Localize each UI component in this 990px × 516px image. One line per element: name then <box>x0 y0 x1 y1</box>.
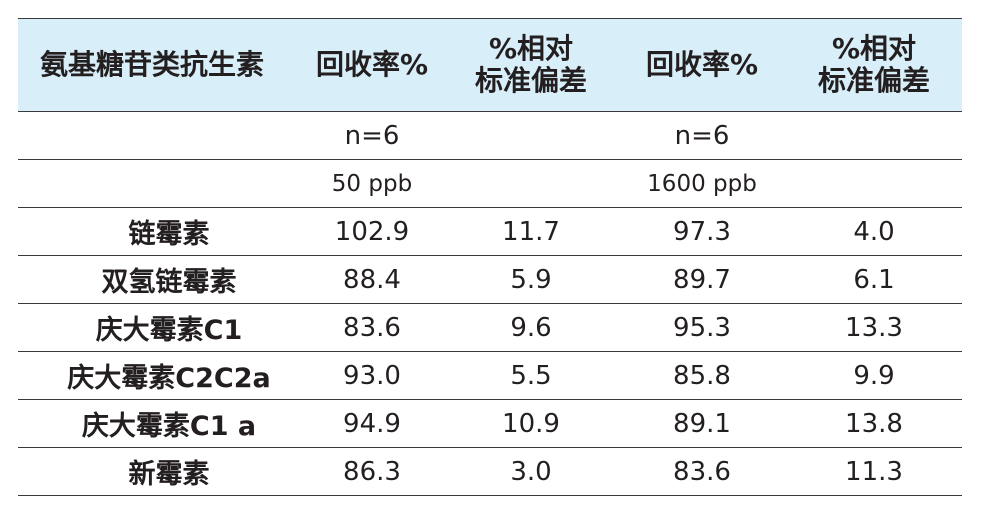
table-row: 链霉素 102.9 11.7 97.3 4.0 <box>18 207 962 256</box>
recovery-1600-value: 89.1 <box>618 399 786 448</box>
table-row: 新霉素 86.3 3.0 83.6 11.3 <box>18 447 962 496</box>
header-rsd-50-line1: %相对 <box>488 32 574 65</box>
rsd-1600-value: 4.0 <box>786 207 962 256</box>
recovery-table: 氨基糖苷类抗生素 回收率% %相对 标准偏差 回收率% %相对 标准偏差 n=6… <box>18 18 962 496</box>
recovery-50-value: 83.6 <box>300 303 444 352</box>
recovery-1600-value: 89.7 <box>618 255 786 304</box>
rsd-50-value: 5.9 <box>444 255 618 304</box>
recovery-table-container: 氨基糖苷类抗生素 回收率% %相对 标准偏差 回收率% %相对 标准偏差 n=6… <box>18 18 962 496</box>
table-row: 庆大霉素C1 a 94.9 10.9 89.1 13.8 <box>18 399 962 448</box>
replicate-count-50: n=6 <box>300 111 444 160</box>
header-rsd-50: %相对 标准偏差 <box>444 18 618 112</box>
rsd-50-value: 11.7 <box>444 207 618 256</box>
rsd-1600-value: 13.8 <box>786 399 962 448</box>
table-cell <box>444 159 618 208</box>
recovery-50-value: 102.9 <box>300 207 444 256</box>
recovery-50-value: 94.9 <box>300 399 444 448</box>
antibiotic-name: 庆大霉素C1 a <box>18 399 300 448</box>
table-cell <box>18 159 300 208</box>
antibiotic-name: 链霉素 <box>18 207 300 256</box>
replicate-row: n=6 n=6 <box>18 111 962 160</box>
recovery-1600-value: 97.3 <box>618 207 786 256</box>
table-row: 庆大霉素C2C2a 93.0 5.5 85.8 9.9 <box>18 351 962 400</box>
header-rsd-1600-line1: %相对 <box>831 32 917 65</box>
header-rsd-1600: %相对 标准偏差 <box>786 18 962 112</box>
rsd-1600-value: 9.9 <box>786 351 962 400</box>
rsd-1600-value: 11.3 <box>786 447 962 496</box>
table-cell <box>444 111 618 160</box>
table-body: n=6 n=6 50 ppb 1600 ppb 链霉素 102.9 11.7 9… <box>18 111 962 496</box>
recovery-50-value: 88.4 <box>300 255 444 304</box>
antibiotic-name: 双氢链霉素 <box>18 255 300 304</box>
antibiotic-name: 庆大霉素C1 <box>18 303 300 352</box>
concentration-1600: 1600 ppb <box>618 159 786 208</box>
rsd-1600-value: 6.1 <box>786 255 962 304</box>
rsd-50-value: 3.0 <box>444 447 618 496</box>
recovery-1600-value: 83.6 <box>618 447 786 496</box>
header-antibiotic: 氨基糖苷类抗生素 <box>18 18 300 112</box>
antibiotic-name: 新霉素 <box>18 447 300 496</box>
replicate-count-1600: n=6 <box>618 111 786 160</box>
concentration-50: 50 ppb <box>300 159 444 208</box>
table-cell <box>18 111 300 160</box>
table-header: 氨基糖苷类抗生素 回收率% %相对 标准偏差 回收率% %相对 标准偏差 <box>18 18 962 112</box>
antibiotic-name: 庆大霉素C2C2a <box>18 351 300 400</box>
header-recovery-1600: 回收率% <box>618 18 786 112</box>
header-row: 氨基糖苷类抗生素 回收率% %相对 标准偏差 回收率% %相对 标准偏差 <box>18 18 962 112</box>
table-cell <box>786 159 962 208</box>
header-recovery-50: 回收率% <box>300 18 444 112</box>
recovery-1600-value: 85.8 <box>618 351 786 400</box>
recovery-50-value: 86.3 <box>300 447 444 496</box>
rsd-50-value: 9.6 <box>444 303 618 352</box>
rsd-50-value: 10.9 <box>444 399 618 448</box>
rsd-1600-value: 13.3 <box>786 303 962 352</box>
table-row: 庆大霉素C1 83.6 9.6 95.3 13.3 <box>18 303 962 352</box>
table-row: 双氢链霉素 88.4 5.9 89.7 6.1 <box>18 255 962 304</box>
concentration-row: 50 ppb 1600 ppb <box>18 159 962 208</box>
header-rsd-1600-line2: 标准偏差 <box>817 64 930 97</box>
table-cell <box>786 111 962 160</box>
recovery-50-value: 93.0 <box>300 351 444 400</box>
recovery-1600-value: 95.3 <box>618 303 786 352</box>
header-rsd-50-line2: 标准偏差 <box>474 64 587 97</box>
rsd-50-value: 5.5 <box>444 351 618 400</box>
